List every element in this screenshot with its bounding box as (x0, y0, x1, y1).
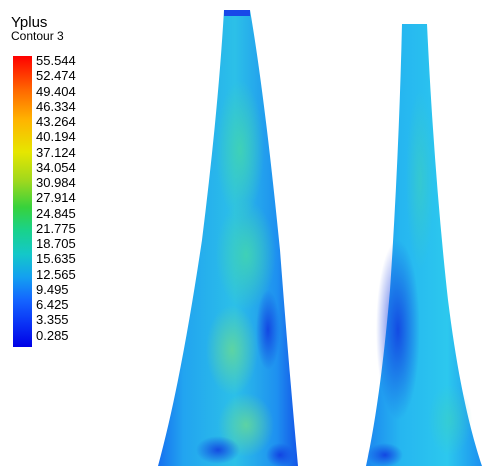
colorbar-label: 34.054 (36, 159, 76, 175)
colorbar-label: 9.495 (36, 281, 69, 297)
colorbar-label: 21.775 (36, 220, 76, 236)
colorbar-label: 43.264 (36, 114, 76, 129)
colorbar-label: 3.355 (36, 312, 69, 328)
colorbar-label: 52.474 (36, 68, 76, 84)
colorbar-labels: 55.544 52.474 49.404 46.334 43.264 40.19… (36, 53, 76, 343)
colorbar-label: 12.565 (36, 266, 76, 282)
colorbar-label: 49.404 (36, 83, 76, 99)
colorbar-label: 15.635 (36, 251, 76, 267)
colorbar-label: 18.705 (36, 236, 76, 251)
blade-pressure-side (158, 10, 298, 466)
legend-title: Yplus (11, 14, 48, 31)
colorbar-label: 30.984 (36, 175, 76, 190)
colorbar-label: 27.914 (36, 190, 76, 206)
blade-suction-side (366, 24, 482, 466)
colorbar-label: 24.845 (36, 205, 76, 221)
colorbar-label: 37.124 (36, 144, 76, 160)
colorbar-label: 55.544 (36, 53, 76, 68)
color-bar (13, 56, 32, 347)
colorbar-label: 40.194 (36, 129, 76, 145)
colorbar-label: 46.334 (36, 98, 76, 114)
colorbar-label: 0.285 (36, 327, 69, 343)
legend-subtitle: Contour 3 (11, 29, 64, 43)
colorbar-label: 6.425 (36, 297, 69, 312)
